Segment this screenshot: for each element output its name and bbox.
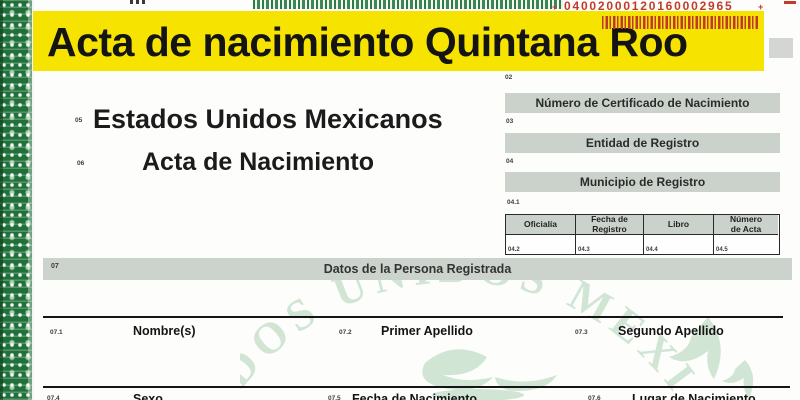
field-number-07-3: 07.3 (575, 329, 588, 336)
field-label-fecha-nacimiento: Fecha de Nacimiento (352, 392, 478, 400)
serial-marker-right: + (758, 2, 764, 12)
column-header-line1: Fecha de (591, 214, 628, 225)
doc-heading-acta: Acta de Nacimiento (142, 148, 375, 176)
left-ornament-border (0, 0, 34, 400)
field-number-07-2: 07.2 (339, 329, 352, 336)
field-label-segundo-apellido: Segundo Apellido (618, 324, 724, 338)
barcode-fragment (130, 0, 147, 4)
page-title: Acta de nacimiento Quintana Roo (47, 19, 688, 65)
table-cell: 04.2 (506, 235, 575, 254)
field-label-lugar-nacimiento: Lugar de Nacimiento (632, 392, 756, 400)
field-number-06: 06 (77, 160, 85, 167)
field-number-07-6: 07.6 (588, 395, 601, 400)
field-number-07: 07 (51, 263, 59, 270)
field-label-primer-apellido: Primer Apellido (381, 324, 473, 338)
field-number-02: 02 (505, 74, 513, 81)
column-header: Oficialía (523, 218, 558, 229)
red-barcode (602, 16, 758, 29)
field-bar-numero-certificado: Número de Certificado de Nacimiento (505, 93, 780, 113)
field-number-04-4: 04.4 (646, 247, 658, 253)
serial-marker-left: + (552, 2, 558, 12)
certificate-serial-number: 04002000120160002965 (564, 0, 734, 13)
row2-divider-line (43, 386, 790, 388)
field-number-07-5: 07.5 (328, 395, 341, 400)
column-header: Libro (667, 218, 690, 229)
corner-red-mark (784, 1, 796, 4)
field-number-05: 05 (75, 117, 83, 124)
field-label-nombres: Nombre(s) (133, 324, 196, 338)
table-cell: 04.4 (644, 235, 713, 254)
section-07-title: Datos de la Persona Registrada (323, 262, 512, 276)
column-header-line2: Registro (592, 223, 627, 234)
doc-heading-country: Estados Unidos Mexicanos (93, 104, 443, 134)
right-edge-gray-box (769, 38, 793, 58)
registry-table: Oficialía 04.2 Fecha de Registro 04.3 Li… (505, 214, 780, 255)
field-number-04-2: 04.2 (508, 247, 520, 253)
field-bar-entidad-registro: Entidad de Registro (505, 133, 780, 153)
field-number-07-4: 07.4 (47, 395, 60, 400)
table-cell: 04.5 (714, 235, 778, 254)
field-number-04-1: 04.1 (507, 199, 520, 206)
row1-divider-line (43, 316, 783, 318)
column-header-line1: Número (729, 214, 763, 225)
table-column-oficialia: Oficialía 04.2 (506, 215, 576, 254)
top-ornament-border (253, 0, 563, 9)
table-column-numero-acta: Número de Acta 04.5 (714, 214, 778, 254)
column-header-line2: de Acta (730, 223, 762, 234)
field-number-04-5: 04.5 (716, 247, 728, 253)
field-number-04: 04 (506, 158, 514, 165)
table-column-libro: Libro 04.4 (644, 215, 714, 254)
table-column-fecha-registro: Fecha de Registro 04.3 (576, 214, 644, 254)
section-07-bar: 07 Datos de la Persona Registrada (43, 258, 792, 280)
field-bar-municipio-registro: Municipio de Registro (505, 172, 780, 192)
field-number-07-1: 07.1 (50, 329, 63, 336)
field-number-04-3: 04.3 (578, 247, 590, 253)
table-cell: 04.3 (576, 235, 643, 254)
field-number-03: 03 (506, 118, 514, 125)
field-label-sexo: Sexo (133, 392, 163, 400)
